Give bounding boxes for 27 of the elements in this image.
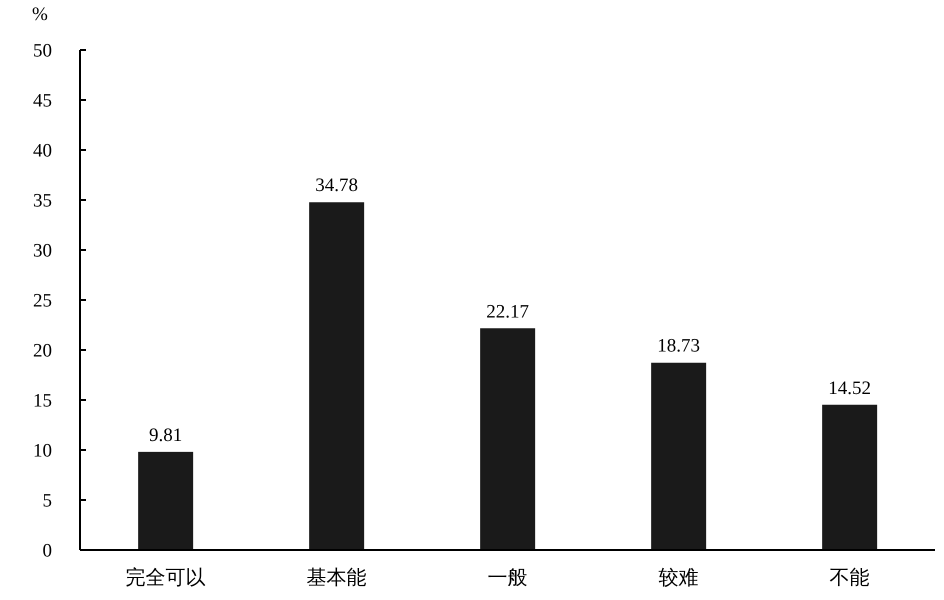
y-tick-label: 35: [33, 190, 52, 212]
y-tick-label: 50: [33, 40, 52, 62]
data-label: 18.73: [657, 336, 700, 357]
x-tick-label: 不能: [830, 567, 870, 590]
bar: [138, 452, 194, 550]
x-tick-label: 较难: [658, 567, 698, 590]
y-tick-label: 45: [33, 90, 52, 112]
y-axis-title: %: [32, 4, 48, 26]
bar: [480, 328, 536, 550]
y-tick-label: 40: [33, 140, 52, 162]
y-tick-label: 15: [33, 390, 52, 412]
data-label: 34.78: [315, 175, 358, 196]
bar: [651, 362, 706, 550]
y-tick-label: 20: [33, 340, 52, 362]
data-label: 9.81: [149, 424, 182, 446]
y-tick-label: 0: [42, 540, 52, 562]
y-tick-label: 10: [33, 440, 52, 462]
y-tick-label: 30: [33, 240, 52, 262]
x-tick-label: 完全可以: [126, 566, 206, 590]
data-label: 22.17: [486, 301, 530, 322]
bar: [822, 404, 878, 550]
x-tick-label: 一般: [488, 567, 528, 590]
y-tick-label: 25: [33, 290, 52, 312]
bar: [309, 202, 364, 550]
y-tick-label: 5: [42, 490, 52, 512]
x-tick-label: 基本能: [306, 567, 366, 590]
data-label: 14.52: [828, 378, 872, 399]
